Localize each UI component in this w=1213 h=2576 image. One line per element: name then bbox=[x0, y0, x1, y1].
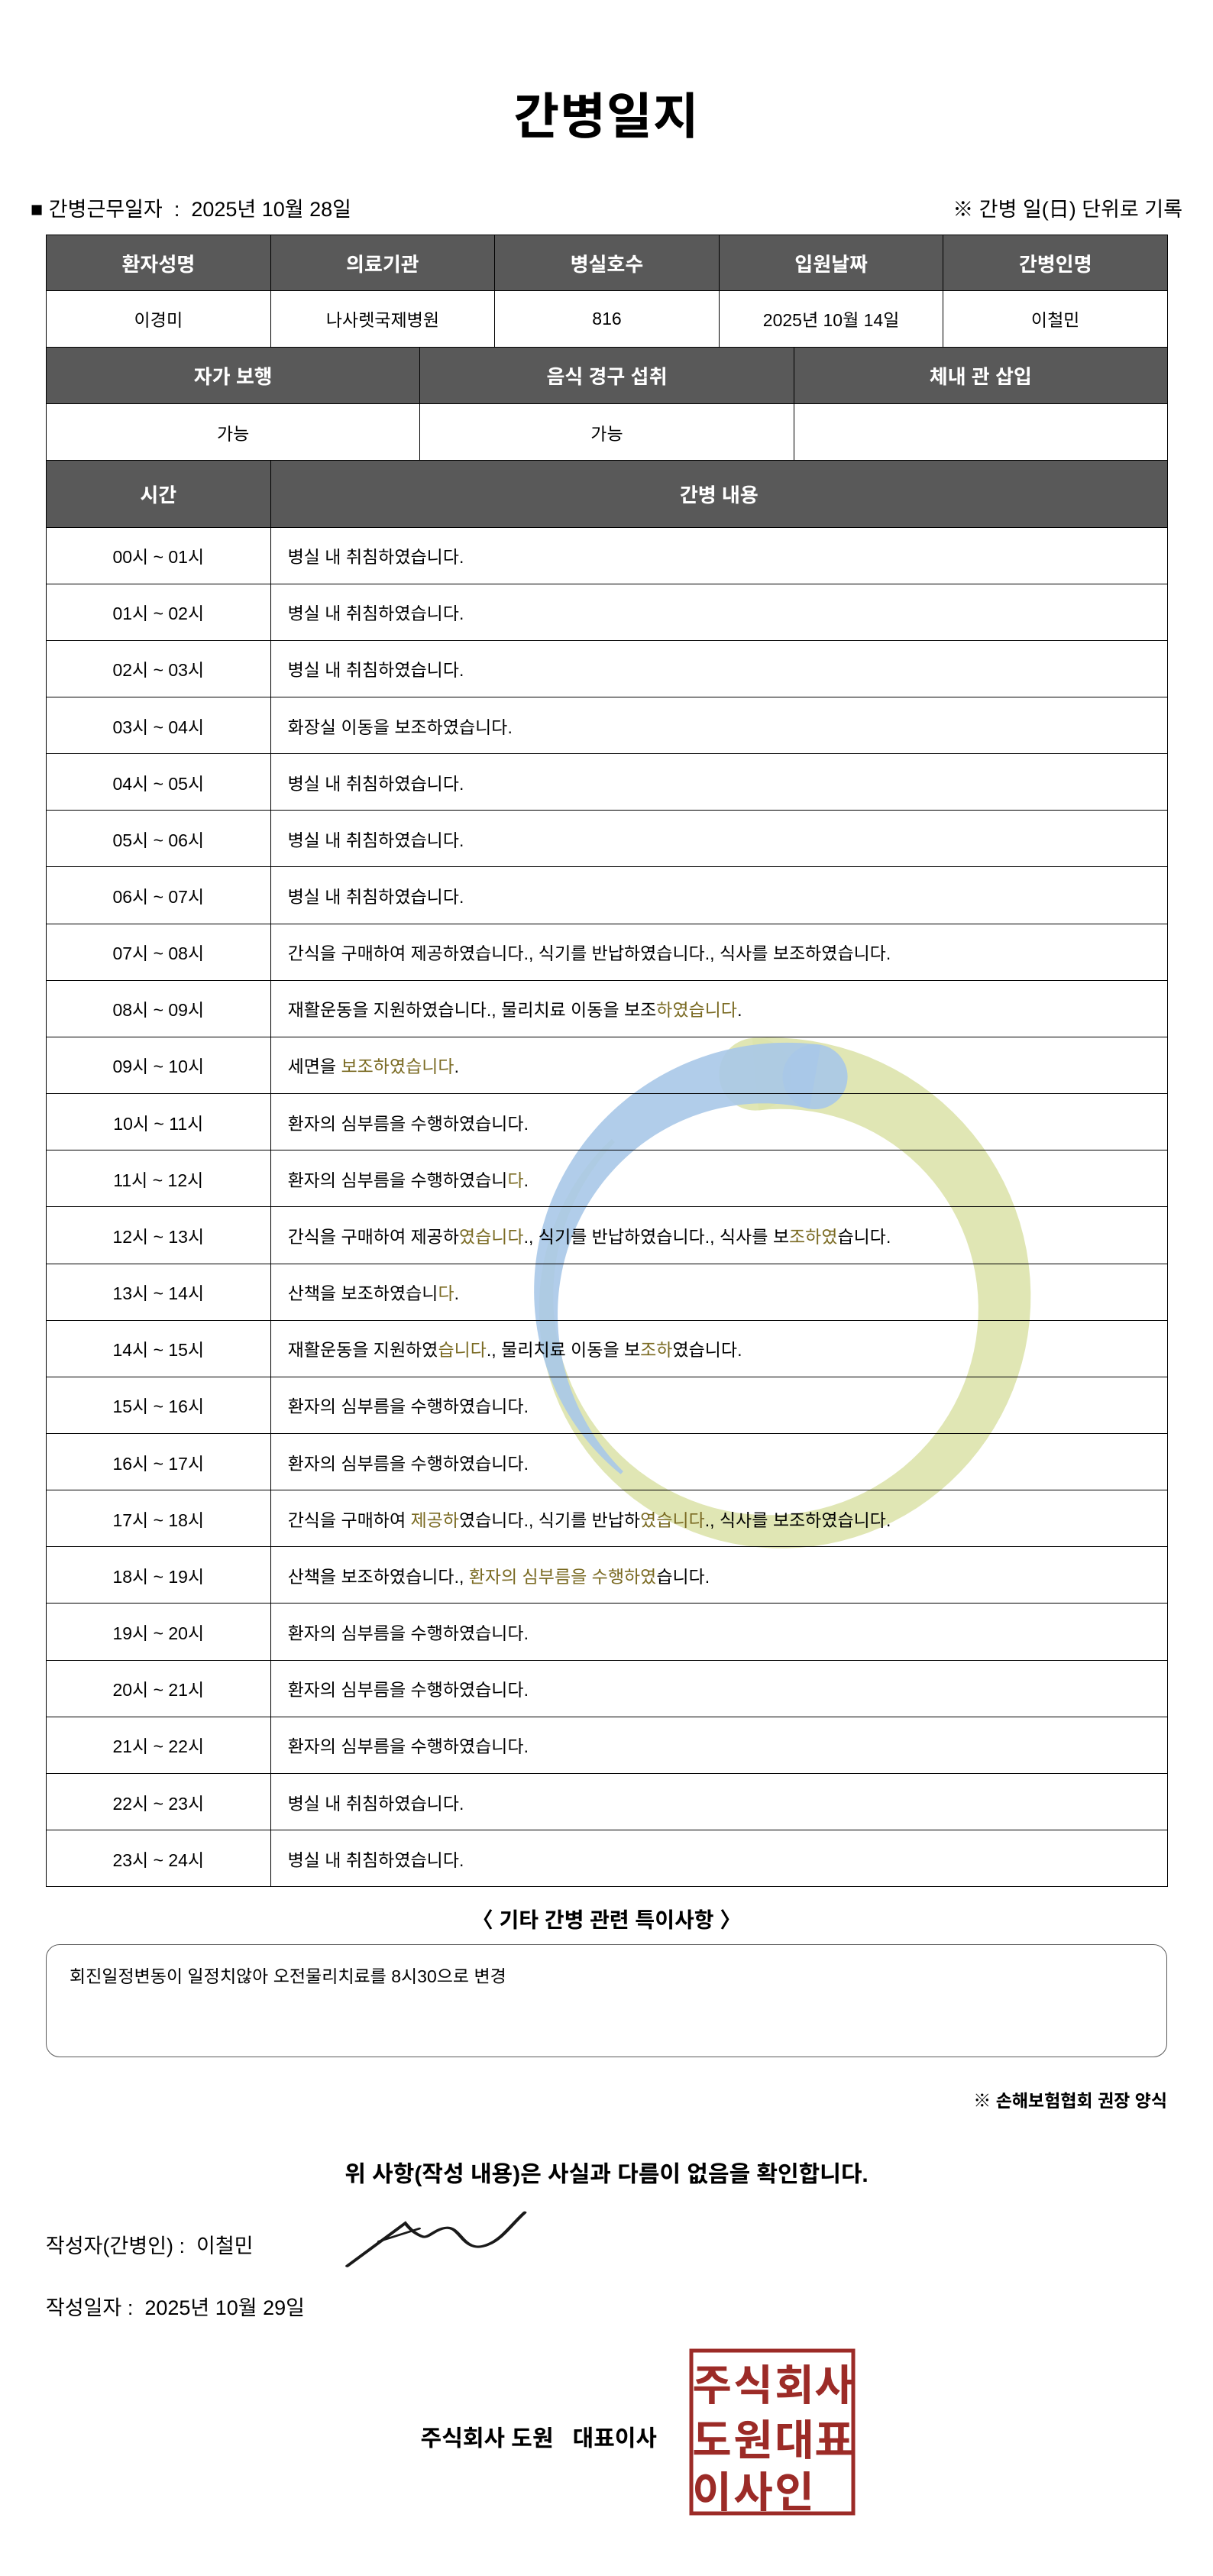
svg-text:인: 인 bbox=[775, 2458, 814, 2516]
svg-text:사: 사 bbox=[733, 2458, 773, 2516]
svg-text:표: 표 bbox=[814, 2406, 854, 2468]
svg-text:이: 이 bbox=[692, 2458, 732, 2516]
svg-text:사: 사 bbox=[814, 2351, 854, 2413]
svg-text:식: 식 bbox=[733, 2351, 773, 2413]
svg-text:주: 주 bbox=[692, 2351, 732, 2413]
svg-text:회: 회 bbox=[775, 2351, 814, 2413]
